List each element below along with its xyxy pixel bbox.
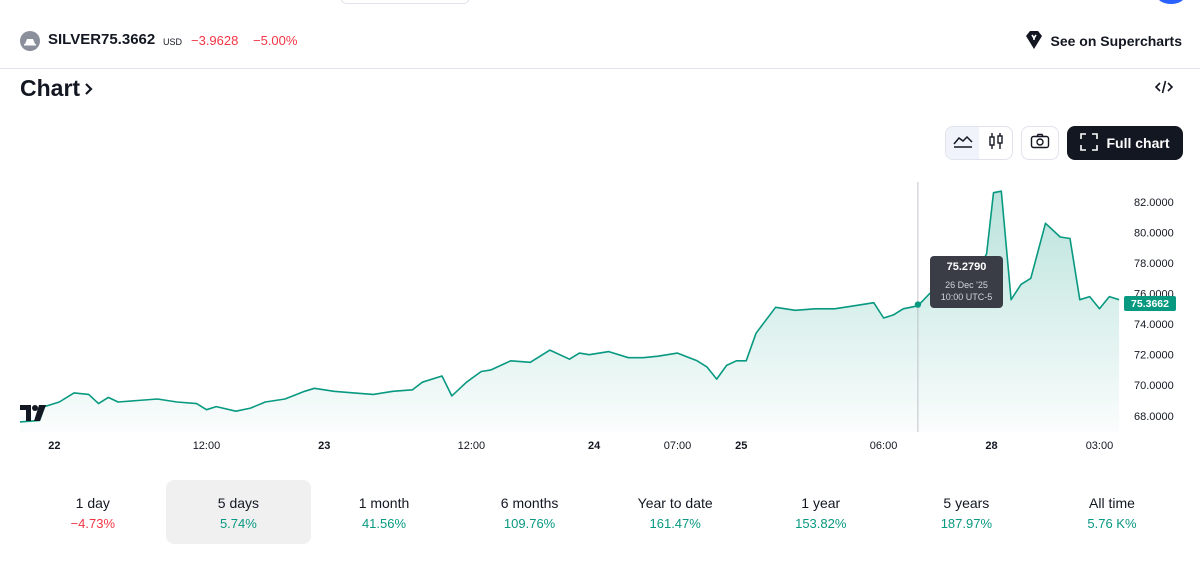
- full-chart-button[interactable]: Full chart: [1067, 126, 1183, 160]
- price-area-fill: [20, 191, 1120, 432]
- period-change-value: 153.82%: [795, 516, 847, 531]
- y-axis-tick-label: 80.0000: [1134, 227, 1174, 239]
- x-axis-tick-label: 25: [735, 440, 747, 452]
- period-label: 5 years: [943, 495, 990, 511]
- tooltip-value: 75.2790: [946, 261, 987, 273]
- period-button-1-year[interactable]: 1 year 153.82%: [748, 480, 894, 544]
- period-label: Year to date: [637, 495, 713, 511]
- crosshair-point: [914, 301, 922, 308]
- crosshair-tooltip: 75.2790 26 Dec '25 10:00 UTC-5: [930, 256, 1003, 308]
- period-button-1-day[interactable]: 1 day −4.73%: [20, 480, 166, 544]
- header-divider: [0, 68, 1200, 69]
- period-button-5-days[interactable]: 5 days 5.74%: [165, 480, 312, 544]
- period-button-6-months[interactable]: 6 months 109.76%: [457, 480, 603, 544]
- period-label: All time: [1089, 495, 1135, 511]
- top-search-bar[interactable]: [340, 0, 470, 4]
- x-axis-tick-label: 22: [48, 440, 60, 452]
- period-button-all-time[interactable]: All time 5.76 K%: [1039, 480, 1185, 544]
- see-on-supercharts-link[interactable]: See on Supercharts: [1023, 29, 1183, 54]
- camera-icon: [1030, 133, 1050, 154]
- candles-chart-button[interactable]: [979, 127, 1012, 159]
- period-label: 6 months: [500, 495, 559, 511]
- y-axis-tick-label: 82.0000: [1134, 197, 1174, 209]
- x-axis-tick-label: 12:00: [458, 440, 486, 452]
- price-chart[interactable]: 82.000080.000078.000076.000074.000072.00…: [0, 170, 1200, 465]
- candlestick-icon: [988, 132, 1004, 155]
- x-axis-tick-label: 06:00: [870, 440, 898, 452]
- chart-section-title[interactable]: Chart: [20, 75, 94, 102]
- chart-title-label: Chart: [20, 75, 81, 101]
- symbol-currency: USD: [163, 37, 183, 47]
- y-axis-tick-label: 78.0000: [1134, 258, 1174, 270]
- code-icon: [1154, 79, 1174, 100]
- supercharts-icon: [1023, 29, 1045, 54]
- y-axis-tick-label: 70.0000: [1134, 380, 1174, 392]
- last-price-label: 75.3662: [1124, 296, 1176, 311]
- symbol-price: 75.3662: [101, 31, 156, 48]
- period-change-value: −4.73%: [70, 516, 116, 531]
- y-axis-tick-label: 68.0000: [1134, 411, 1174, 423]
- period-label: 1 year: [801, 495, 841, 511]
- period-selector: 1 day −4.73% 5 days 5.74% 1 month 41.56% 6 mon…: [20, 480, 1185, 546]
- period-label: 5 days: [217, 495, 260, 511]
- symbol-name[interactable]: SILVER: [48, 31, 102, 48]
- y-axis-tick-label: 72.0000: [1134, 350, 1174, 362]
- period-button-year-to-date[interactable]: Year to date 161.47%: [602, 480, 748, 544]
- area-chart-button[interactable]: [946, 127, 979, 159]
- period-button-1-month[interactable]: 1 month 41.56%: [311, 480, 457, 544]
- period-change-value: 5.76 K%: [1087, 516, 1137, 531]
- full-chart-label: Full chart: [1106, 135, 1170, 151]
- tooltip-time: 10:00 UTC-5: [940, 292, 993, 302]
- chart-type-switcher: [945, 126, 1013, 160]
- period-label: 1 day: [75, 495, 110, 511]
- y-axis-tick-label: 74.0000: [1134, 319, 1174, 331]
- x-axis-tick-label: 03:00: [1086, 440, 1114, 452]
- fullscreen-icon: [1080, 132, 1099, 154]
- symbol-header: SILVER 75.3662 USD −3.9628 −5.00% See on…: [0, 28, 1200, 54]
- user-avatar[interactable]: [1156, 0, 1186, 4]
- x-axis-tick-label: 23: [318, 440, 330, 452]
- chevron-right-icon: [84, 75, 94, 102]
- period-change-value: 109.76%: [503, 516, 556, 531]
- x-axis-tick-label: 28: [985, 440, 997, 452]
- embed-code-button[interactable]: [1152, 79, 1176, 99]
- x-axis-tick-label: 07:00: [664, 440, 692, 452]
- tooltip-date: 26 Dec '25: [945, 280, 988, 290]
- period-change-value: 187.97%: [940, 516, 993, 531]
- price-change: −3.9628: [191, 33, 239, 48]
- x-axis-tick-label: 12:00: [193, 440, 221, 452]
- supercharts-label: See on Supercharts: [1050, 33, 1183, 49]
- area-chart-icon: [952, 134, 973, 153]
- period-change-value: 161.47%: [649, 516, 701, 531]
- period-change-value: 41.56%: [361, 516, 407, 531]
- screenshot-button[interactable]: [1021, 126, 1059, 160]
- period-change-value: 5.74%: [219, 516, 257, 531]
- x-axis-tick-label: 24: [588, 440, 601, 452]
- price-change-percent: −5.00%: [253, 33, 298, 48]
- silver-symbol-icon: [20, 31, 40, 51]
- period-button-5-years[interactable]: 5 years 187.97%: [894, 480, 1040, 544]
- price-series-line: [19, 190, 1120, 423]
- tradingview-logo[interactable]: [20, 405, 48, 426]
- period-label: 1 month: [358, 495, 410, 511]
